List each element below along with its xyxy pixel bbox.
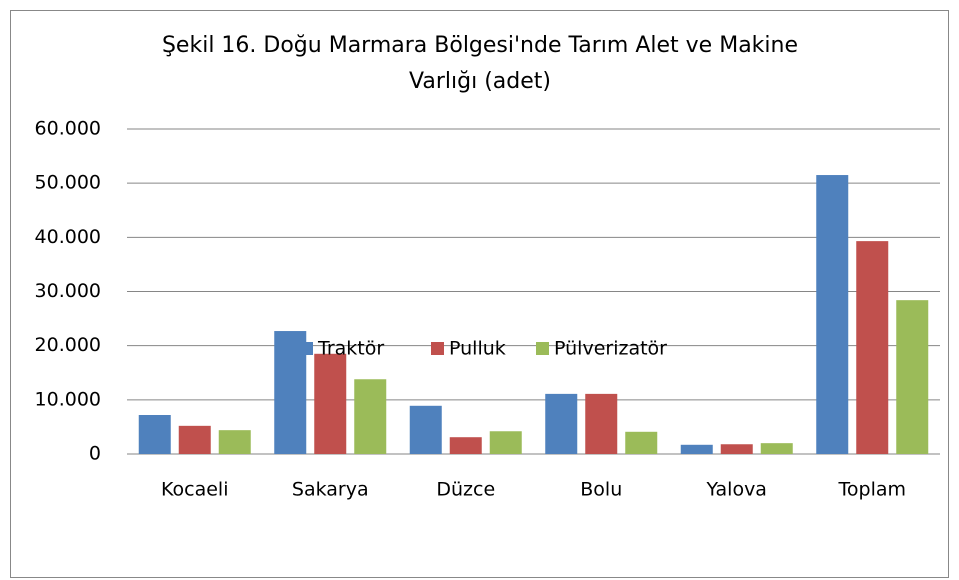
x-tick-label: Kocaeli [161, 479, 228, 501]
bar [409, 405, 442, 454]
y-tick-label: 10.000 [35, 388, 101, 410]
x-tick-label: Toplam [838, 479, 907, 501]
chart-border [10, 10, 949, 578]
x-tick-label: Yalova [706, 479, 767, 501]
legend-swatch [431, 342, 444, 355]
legend-swatch [536, 342, 549, 355]
x-tick-label: Sakarya [292, 479, 369, 501]
bar [178, 425, 211, 454]
bar [489, 431, 522, 454]
bar [760, 443, 793, 454]
y-tick-label: 20.000 [35, 334, 101, 356]
bar [218, 430, 251, 454]
bar [545, 393, 578, 454]
chart-title: Şekil 16. Doğu Marmara Bölgesi'nde Tarım… [161, 33, 799, 94]
legend-label: Pülverizatör [554, 338, 667, 360]
y-tick-label: 50.000 [35, 172, 101, 194]
y-tick-label: 30.000 [35, 280, 101, 302]
bar [585, 393, 618, 454]
bar [625, 431, 658, 454]
y-tick-label: 0 [89, 443, 101, 465]
legend-label: Pulluk [449, 338, 506, 360]
bar [449, 437, 482, 454]
bar [816, 175, 849, 454]
bar [856, 241, 889, 454]
bar [896, 300, 929, 454]
x-tick-label: Bolu [580, 479, 622, 501]
y-tick-label: 40.000 [35, 226, 101, 248]
x-tick-label: Düzce [436, 479, 495, 501]
bar [354, 379, 387, 454]
bar [720, 444, 753, 454]
bar [680, 444, 713, 454]
legend-swatch [300, 342, 313, 355]
y-tick-label: 60.000 [35, 118, 101, 140]
bar [138, 415, 171, 454]
legend-label: Traktör [317, 338, 384, 360]
bar [314, 353, 347, 454]
